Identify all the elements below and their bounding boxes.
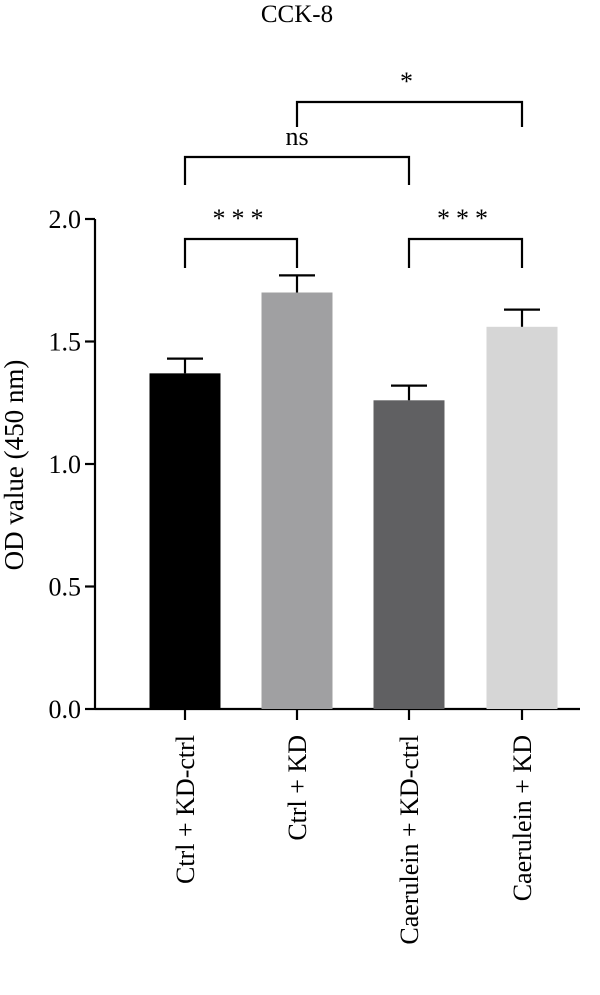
bracket-line bbox=[183, 155, 411, 185]
significance-bracket: *** bbox=[183, 204, 299, 268]
x-tick-label: Ctrl + KD-ctrl bbox=[171, 735, 200, 884]
y-tick-label: 2.0 bbox=[49, 205, 82, 234]
y-tick-label: 0.0 bbox=[49, 695, 82, 724]
significance-bracket: * bbox=[295, 67, 524, 127]
x-tick-label: Caerulein + KD-ctrl bbox=[395, 735, 424, 945]
axes: 0.0 0.5 1.0 1.5 2.0 Ctrl + KD-ctrl Ctrl + KD Ca… bbox=[49, 205, 580, 945]
bracket-line bbox=[407, 237, 524, 268]
x-tick-label: Caerulein + KD bbox=[508, 735, 537, 901]
significance-label: *** bbox=[437, 204, 494, 233]
bar bbox=[261, 292, 333, 709]
bar bbox=[486, 326, 558, 709]
bar bbox=[373, 400, 445, 709]
significance-brackets: *** *** ns * bbox=[183, 67, 524, 268]
bracket-line bbox=[183, 237, 299, 268]
significance-bracket: *** bbox=[407, 204, 524, 268]
significance-label: *** bbox=[213, 204, 270, 233]
y-tick-label: 0.5 bbox=[49, 573, 82, 602]
y-axis-label: OD value (450 nm) bbox=[0, 360, 29, 571]
bar bbox=[149, 373, 221, 709]
significance-label: * bbox=[400, 67, 419, 96]
y-tick-label: 1.0 bbox=[49, 450, 82, 479]
significance-bracket: ns bbox=[183, 122, 411, 185]
y-tick-label: 1.5 bbox=[49, 328, 82, 357]
bars bbox=[149, 274, 558, 709]
x-tick-label: Ctrl + KD bbox=[283, 735, 312, 841]
chart-title: CCK-8 bbox=[261, 1, 333, 28]
significance-label: ns bbox=[285, 122, 308, 151]
bracket-line bbox=[295, 100, 524, 127]
